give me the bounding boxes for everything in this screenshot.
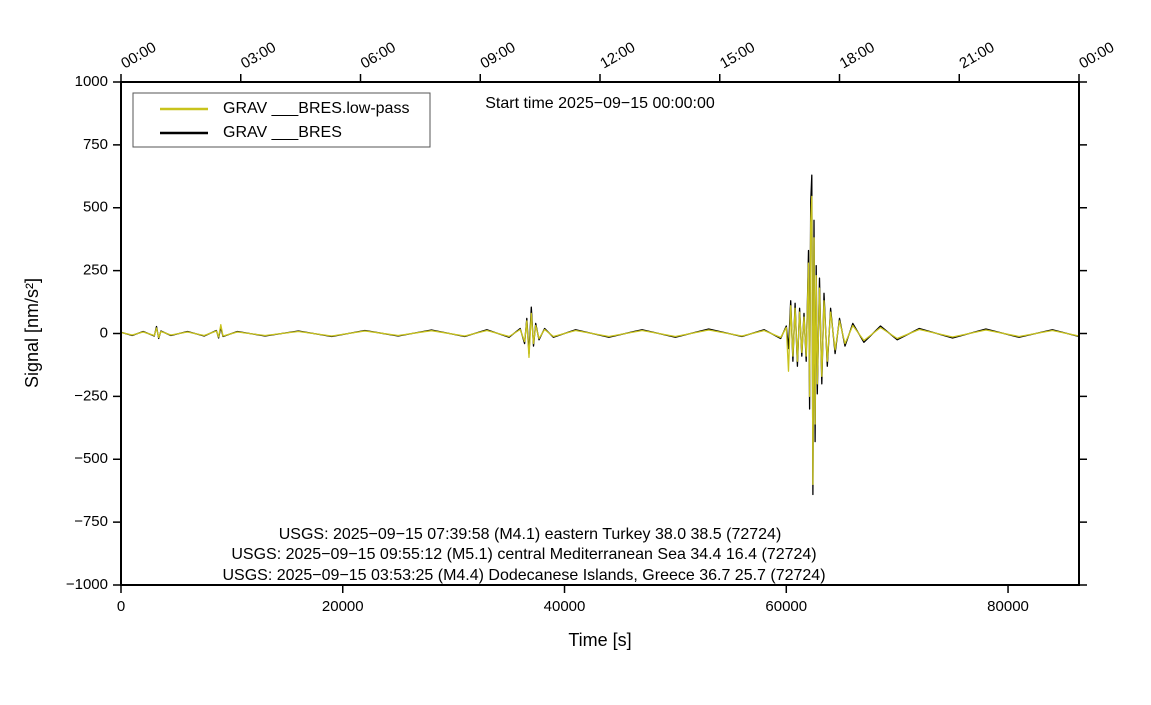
legend-label: GRAV ___BRES xyxy=(223,124,342,141)
annotation: USGS: 2025−09−15 03:53:25 (M4.4) Dodecan… xyxy=(222,567,825,584)
x-tick-label: 20000 xyxy=(322,598,364,615)
x-tick-label: 80000 xyxy=(987,598,1029,615)
plot-area xyxy=(120,174,1080,496)
x-axis-title: Time [s] xyxy=(568,630,631,650)
x2-tick-label: 15:00 xyxy=(717,39,758,72)
legend-box xyxy=(132,92,431,148)
y-tick-label: 250 xyxy=(83,262,108,279)
y-tick-label: 500 xyxy=(83,199,108,216)
start-time: Start time 2025−09−15 00:00:00 xyxy=(485,95,715,112)
annotation: USGS: 2025−09−15 09:55:12 (M5.1) central… xyxy=(231,546,816,563)
y-tick-label: 750 xyxy=(83,136,108,153)
x2-tick-label: 00:00 xyxy=(118,39,159,72)
x2-tick-label: 09:00 xyxy=(477,39,518,72)
x-tick-label: 0 xyxy=(117,598,125,615)
annotation: USGS: 2025−09−15 07:39:58 (M4.1) eastern… xyxy=(279,526,782,543)
y-axis-title: Signal [nm/s²] xyxy=(22,278,42,388)
x2-tick-label: 21:00 xyxy=(956,39,997,72)
x2-tick-label: 06:00 xyxy=(358,39,399,72)
y-tick-label: −750 xyxy=(74,513,108,530)
y-tick-label: −500 xyxy=(74,450,108,467)
y-tick-label: −1000 xyxy=(66,576,108,593)
x-tick-label: 40000 xyxy=(544,598,586,615)
x2-tick-label: 12:00 xyxy=(597,39,638,72)
series-line xyxy=(120,195,1080,486)
x2-tick-label: 18:00 xyxy=(837,39,878,72)
y-tick-label: −250 xyxy=(74,387,108,404)
x2-tick-label: 00:00 xyxy=(1076,39,1117,72)
x-tick-label: 60000 xyxy=(765,598,807,615)
legend-label: GRAV ___BRES.low-pass xyxy=(223,100,409,117)
y-tick-label: 0 xyxy=(100,324,108,341)
y-tick-label: 1000 xyxy=(75,73,108,90)
x2-tick-label: 03:00 xyxy=(238,39,279,72)
